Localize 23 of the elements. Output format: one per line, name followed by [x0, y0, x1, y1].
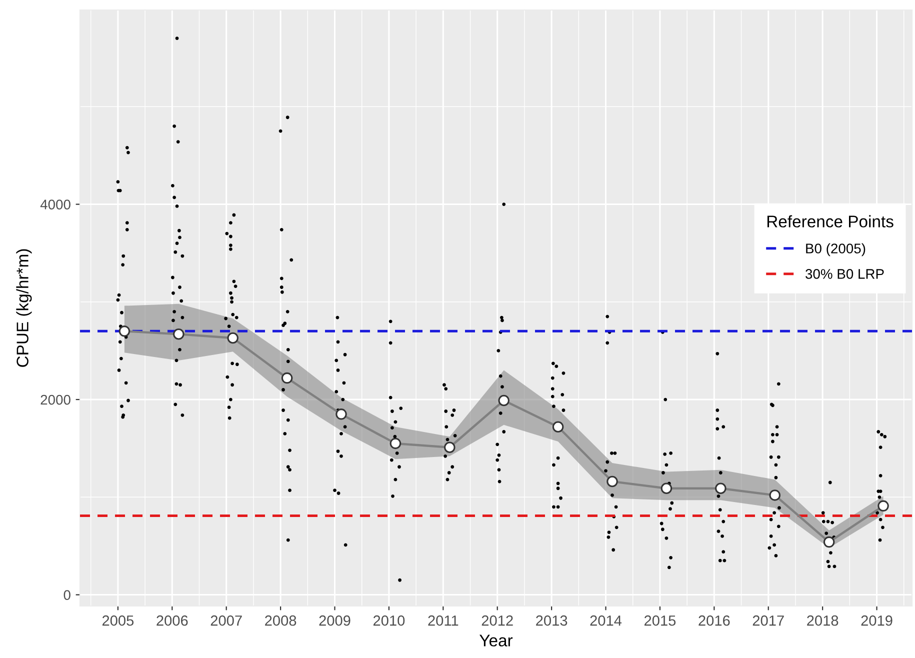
- x-tick-label: 2006: [156, 615, 188, 626]
- y-tick-label: 0: [64, 590, 70, 600]
- y-tick-label: 2000: [40, 394, 70, 405]
- x-tick-label: 2009: [319, 615, 350, 626]
- x-tick-label: 2014: [590, 615, 622, 626]
- x-tick-label: 2005: [102, 615, 134, 626]
- legend-title: Reference Points: [767, 215, 894, 228]
- x-tick-label: 2013: [536, 615, 568, 626]
- y-tick-label: 4000: [40, 200, 70, 210]
- x-tick-label: 2010: [373, 615, 405, 626]
- x-tick-label: 2011: [428, 615, 458, 626]
- legend-label: B0 (2005): [806, 243, 866, 256]
- x-tick-label: 2012: [482, 615, 513, 626]
- x-tick-label: 2007: [210, 615, 242, 626]
- x-tick-label: 2015: [644, 615, 676, 626]
- y-axis-title: CPUE (kg/hr*m): [16, 249, 32, 367]
- x-tick-label: 2017: [752, 615, 784, 626]
- x-axis-title: Year: [480, 634, 513, 646]
- legend-label: 30% B0 LRP: [806, 269, 884, 279]
- x-tick-label: 2016: [698, 615, 730, 626]
- x-tick-label: 2018: [807, 615, 838, 626]
- x-tick-label: 2008: [265, 615, 296, 626]
- x-tick-label: 2019: [861, 615, 892, 626]
